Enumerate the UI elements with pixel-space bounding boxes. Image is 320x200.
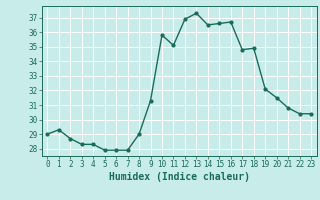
X-axis label: Humidex (Indice chaleur): Humidex (Indice chaleur) [109, 172, 250, 182]
